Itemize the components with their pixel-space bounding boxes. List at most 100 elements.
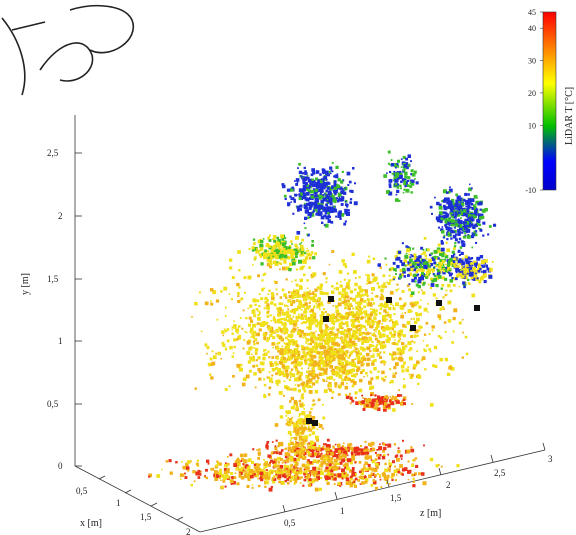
point: [234, 460, 237, 463]
point: [442, 236, 446, 239]
point: [351, 384, 355, 388]
point: [371, 447, 376, 452]
point: [276, 334, 280, 337]
point: [247, 275, 252, 280]
point: [408, 272, 412, 276]
y-tick-label: 0,5: [47, 399, 59, 409]
point: [401, 242, 404, 245]
point: [237, 462, 241, 465]
point: [312, 340, 315, 344]
point: [389, 465, 391, 468]
point: [318, 342, 322, 346]
point: [395, 183, 398, 186]
point: [307, 466, 310, 469]
point: [319, 205, 324, 209]
point: [275, 451, 279, 455]
point: [457, 250, 461, 253]
point: [312, 346, 316, 349]
point: [262, 353, 266, 357]
point: [341, 196, 344, 199]
point: [342, 447, 346, 451]
point: [291, 421, 294, 425]
point: [285, 467, 289, 471]
point: [359, 288, 363, 293]
point: [482, 269, 487, 274]
point: [299, 361, 303, 365]
point: [298, 188, 303, 193]
point: [245, 317, 248, 320]
point: [317, 194, 320, 197]
point: [352, 167, 355, 170]
point: [339, 284, 343, 288]
point: [307, 414, 311, 418]
point: [274, 470, 279, 474]
point: [407, 460, 410, 463]
point: [368, 317, 372, 321]
point: [407, 261, 412, 266]
point: [294, 377, 299, 382]
point: [454, 223, 459, 227]
point: [479, 228, 483, 232]
point: [443, 204, 446, 208]
point: [335, 374, 338, 377]
z-axis-line: [199, 449, 546, 533]
point: [391, 354, 394, 357]
point: [397, 347, 401, 352]
point: [443, 269, 447, 273]
point: [483, 280, 487, 284]
point: [240, 457, 244, 461]
point: [264, 485, 267, 488]
point: [402, 334, 406, 338]
point: [304, 256, 309, 260]
point: [301, 393, 304, 396]
point: [270, 251, 275, 256]
point: [475, 200, 479, 205]
point: [307, 308, 309, 310]
z-tick-label: 0,5: [284, 518, 296, 528]
point: [445, 225, 448, 229]
point: [406, 179, 410, 182]
point: [327, 444, 331, 448]
point: [192, 470, 196, 474]
point: [480, 270, 483, 273]
point: [384, 257, 387, 260]
point: [412, 477, 415, 481]
point: [175, 461, 178, 464]
point: [293, 404, 296, 407]
point: [429, 350, 432, 353]
point: [286, 465, 289, 468]
point: [263, 393, 266, 397]
point: [294, 351, 299, 355]
point: [448, 226, 451, 229]
x-ticks: [98, 475, 184, 521]
point: [279, 262, 283, 265]
point: [255, 364, 259, 367]
point: [277, 474, 282, 479]
point: [304, 336, 307, 339]
point: [356, 447, 360, 451]
point: [305, 197, 308, 200]
point: [299, 467, 302, 470]
point: [457, 259, 462, 264]
point: [278, 335, 283, 339]
point: [328, 383, 332, 388]
point: [359, 324, 363, 327]
point: [315, 362, 319, 366]
point: [362, 407, 366, 411]
point: [365, 273, 367, 276]
point: [389, 313, 392, 316]
point: [321, 357, 324, 360]
point: [328, 199, 330, 201]
point: [392, 374, 396, 378]
point: [315, 177, 318, 181]
point: [417, 263, 420, 267]
point: [364, 313, 367, 316]
point: [336, 328, 340, 332]
point: [353, 342, 358, 347]
point: [374, 458, 378, 461]
point: [410, 446, 413, 449]
point: [271, 479, 274, 482]
point: [315, 435, 319, 440]
point: [263, 475, 267, 479]
point: [222, 343, 226, 347]
